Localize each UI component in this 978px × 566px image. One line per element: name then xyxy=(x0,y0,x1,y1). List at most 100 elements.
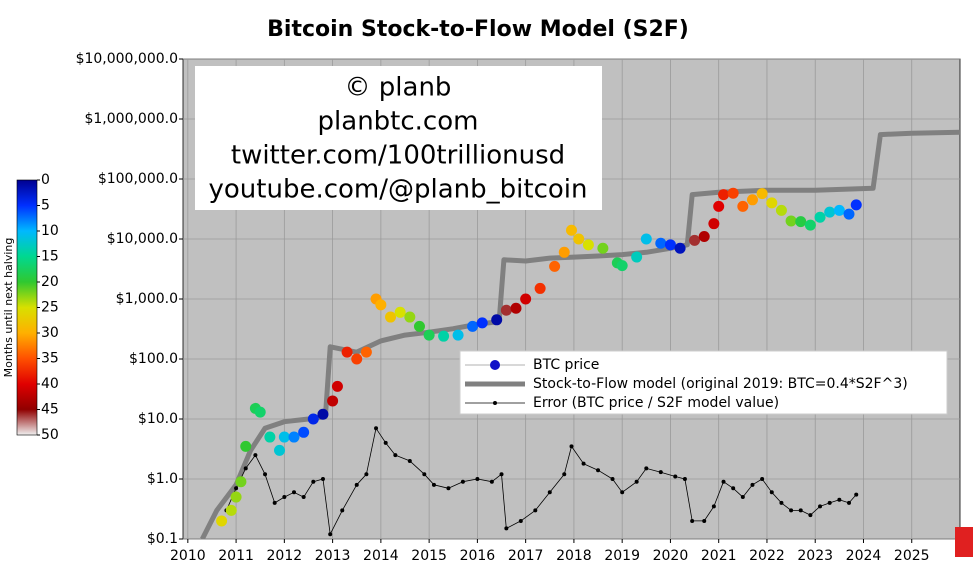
x-tick-label: 2025 xyxy=(894,548,930,564)
price-point xyxy=(331,380,343,392)
price-point xyxy=(713,200,725,212)
price-point xyxy=(573,233,585,245)
error-point xyxy=(499,472,504,477)
x-tick-label: 2016 xyxy=(460,548,496,564)
error-point xyxy=(393,453,398,458)
price-point xyxy=(288,431,300,443)
price-point xyxy=(698,231,710,243)
error-point xyxy=(818,504,823,509)
price-point xyxy=(317,408,329,420)
annotation: youtube.com/@planb_bitcoin xyxy=(209,175,588,205)
error-point xyxy=(596,468,601,473)
price-point xyxy=(582,239,594,251)
logo xyxy=(955,527,973,557)
price-point xyxy=(746,194,758,206)
price-point xyxy=(235,476,247,488)
price-point xyxy=(467,320,479,332)
price-point xyxy=(500,304,512,316)
error-point xyxy=(364,472,369,477)
price-point xyxy=(452,329,464,341)
price-point xyxy=(597,242,609,254)
price-point xyxy=(631,251,643,263)
y-tick-label: $10.0 xyxy=(138,411,178,427)
price-point xyxy=(737,200,749,212)
error-point xyxy=(489,479,494,484)
price-point xyxy=(385,311,397,323)
error-point xyxy=(620,490,625,495)
legend-label: Stock-to-Flow model (original 2019: BTC=… xyxy=(533,376,908,392)
error-point xyxy=(562,472,567,477)
price-point xyxy=(775,204,787,216)
error-point xyxy=(340,508,345,513)
error-point xyxy=(569,444,574,449)
price-point xyxy=(718,189,730,201)
error-point xyxy=(721,479,726,484)
error-point xyxy=(282,495,287,500)
error-point xyxy=(854,492,859,497)
error-point xyxy=(374,426,379,431)
error-point xyxy=(581,461,586,466)
price-point xyxy=(510,302,522,314)
error-point xyxy=(682,477,687,481)
price-point xyxy=(394,306,406,318)
price-point xyxy=(375,299,387,311)
y-tick-label: $10,000,000.0 xyxy=(76,51,178,67)
price-point xyxy=(327,395,339,407)
price-point xyxy=(795,216,807,228)
y-tick-label: $0.1 xyxy=(147,531,178,547)
colorbar-tick-label: 45 xyxy=(41,402,59,418)
price-point xyxy=(413,320,425,332)
error-point xyxy=(798,508,803,513)
price-point xyxy=(307,413,319,425)
error-point xyxy=(690,518,695,523)
error-point xyxy=(422,472,427,477)
colorbar-tick-label: 15 xyxy=(41,249,59,265)
annotation: © planb xyxy=(345,73,452,103)
price-point xyxy=(230,491,242,503)
colorbar-tick-label: 0 xyxy=(41,172,50,188)
price-point xyxy=(351,353,363,365)
annotation: twitter.com/100trillionusd xyxy=(231,141,565,171)
error-point xyxy=(383,440,388,445)
colorbar-tick-label: 20 xyxy=(41,274,59,290)
error-point xyxy=(789,508,794,513)
error-point xyxy=(407,458,412,463)
y-tick-label: $10,000.0 xyxy=(107,231,178,247)
price-point xyxy=(404,311,416,323)
colorbar-tick-label: 50 xyxy=(41,427,59,443)
legend-swatch xyxy=(490,360,500,370)
price-point xyxy=(824,206,836,218)
price-point xyxy=(843,208,855,220)
y-tick-label: $100,000.0 xyxy=(98,171,178,187)
x-tick-label: 2017 xyxy=(508,548,544,564)
error-point xyxy=(243,466,248,471)
error-point xyxy=(253,453,258,458)
error-point xyxy=(644,466,649,471)
price-point xyxy=(520,293,532,305)
x-tick-label: 2021 xyxy=(701,548,737,564)
x-tick-label: 2015 xyxy=(411,548,447,564)
error-point xyxy=(658,470,663,475)
price-point xyxy=(216,515,228,527)
chart-title: Bitcoin Stock-to-Flow Model (S2F) xyxy=(267,17,689,42)
error-point xyxy=(779,500,784,505)
price-point xyxy=(785,215,797,227)
x-tick-label: 2022 xyxy=(749,548,785,564)
y-tick-label: $1,000.0 xyxy=(116,291,178,307)
price-point xyxy=(298,426,310,438)
colorbar-tick-label: 10 xyxy=(41,223,59,239)
error-point xyxy=(263,472,268,477)
error-point xyxy=(301,495,306,500)
y-tick-label: $1,000,000.0 xyxy=(84,111,178,127)
legend-label: BTC price xyxy=(533,357,599,373)
price-point xyxy=(423,329,435,341)
price-point xyxy=(566,224,577,236)
price-point xyxy=(640,233,652,245)
price-point xyxy=(549,260,561,272)
error-point xyxy=(504,526,509,531)
error-point xyxy=(354,482,359,487)
error-point xyxy=(533,508,538,513)
error-point xyxy=(750,482,755,487)
legend-label: Error (BTC price / S2F model value) xyxy=(533,395,779,411)
